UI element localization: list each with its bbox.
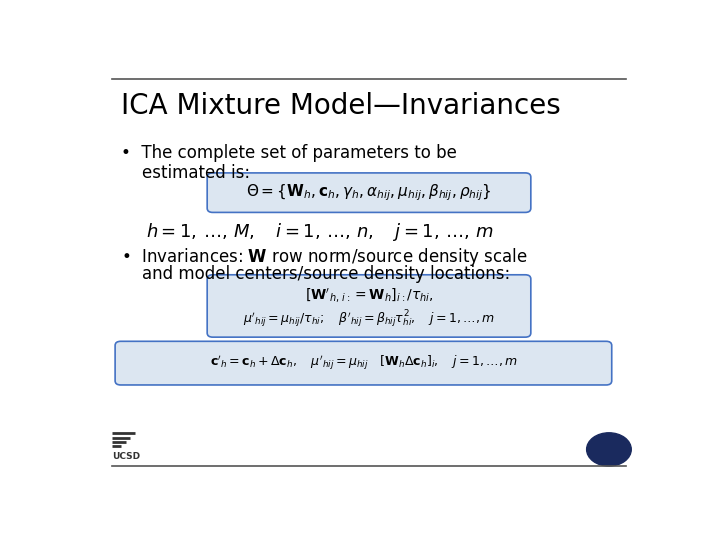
Circle shape [587,433,631,466]
Text: $\Theta = \{\mathbf{W}_h, \mathbf{c}_h, \gamma_h, \alpha_{hij}, \mu_{hij}, \beta: $\Theta = \{\mathbf{W}_h, \mathbf{c}_h, … [246,182,492,202]
FancyBboxPatch shape [207,173,531,212]
Text: $\mu'_{hij} = \mu_{hij}/\tau_{hi};\quad \beta'_{hij} = \beta_{hij}\tau^2_{hi},\q: $\mu'_{hij} = \mu_{hij}/\tau_{hi};\quad … [243,308,495,329]
Text: ICA Mixture Model—Invariances: ICA Mixture Model—Invariances [121,92,560,120]
Text: $\mathbf{c}'_h = \mathbf{c}_h + \Delta\mathbf{c}_h,\quad \mu'_{hij} = \mu_{hij}\: $\mathbf{c}'_h = \mathbf{c}_h + \Delta\m… [210,354,518,372]
Text: •  The complete set of parameters to be: • The complete set of parameters to be [121,144,456,162]
FancyBboxPatch shape [115,341,612,385]
Text: estimated is:: estimated is: [121,164,250,182]
Text: $[\mathbf{W}'_{h,\,i:} = \mathbf{W}_h]_{i:}/\tau_{hi},$: $[\mathbf{W}'_{h,\,i:} = \mathbf{W}_h]_{… [305,286,433,305]
Text: •  Invariances: $\mathbf{W}$ row norm/source density scale: • Invariances: $\mathbf{W}$ row norm/sou… [121,246,528,268]
FancyBboxPatch shape [207,275,531,337]
Text: $h = 1,\,\ldots,\,M,\quad i = 1,\,\ldots,\,n,\quad j = 1,\,\ldots,\,m$: $h = 1,\,\ldots,\,M,\quad i = 1,\,\ldots… [145,221,493,242]
Text: and model centers/source density locations:: and model centers/source density locatio… [121,265,510,283]
Text: UCSD: UCSD [112,453,140,461]
